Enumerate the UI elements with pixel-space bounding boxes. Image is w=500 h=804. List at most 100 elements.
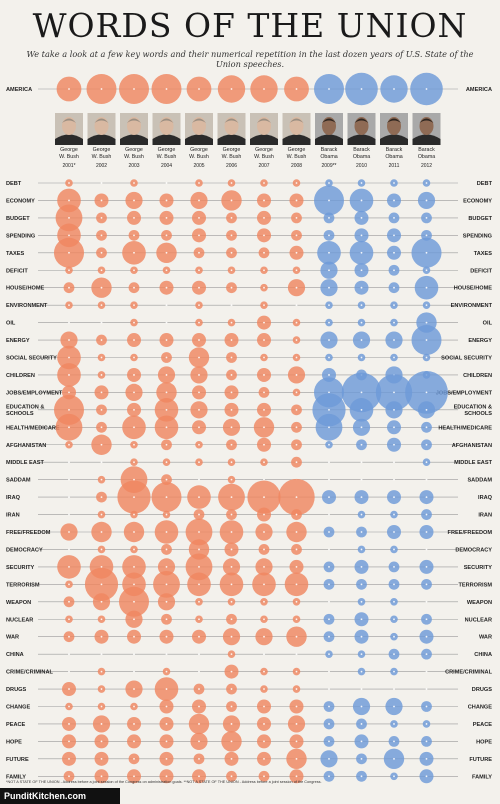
bubble-dot [328, 757, 330, 760]
word-label-right: HOUSE/HOME [454, 286, 492, 292]
bubble-dot [360, 478, 363, 481]
word-label-left: IRAQ [6, 495, 21, 501]
bubble-dot [133, 670, 135, 673]
footnote: *NOT A STATE OF THE UNION - Address befo… [6, 780, 322, 784]
bubble-dot [263, 321, 265, 324]
bubble-dot [393, 426, 395, 429]
bubble-dot [68, 408, 70, 411]
bubble-dot [295, 182, 298, 184]
bubble-dot [230, 356, 233, 359]
bubble-dot [68, 199, 70, 202]
bubble-dot [198, 199, 200, 202]
word-label-right: FREE/FREEDOM [448, 530, 493, 536]
bubble-dot [133, 251, 135, 254]
bubble-dot [263, 269, 265, 272]
bubble-dot [165, 478, 168, 481]
bubble-dot [133, 548, 135, 551]
bubble-dot [360, 182, 363, 184]
word-label-right: WEAPON [467, 600, 492, 606]
bubble-dot [425, 548, 428, 551]
bubble-dot [425, 740, 428, 743]
president-name: Obama [353, 154, 370, 160]
president-name: George [288, 147, 306, 153]
bubble-dot [68, 269, 70, 272]
word-label-left: JOBS/EMPLOYMENT [6, 390, 63, 396]
word-label-left: ENVIRONMENT [6, 303, 48, 309]
bubble-dot [263, 374, 265, 376]
bubble-dot [165, 321, 168, 324]
bubble-dot [230, 286, 233, 289]
word-label-left: SOCIAL SECURITY [6, 356, 57, 362]
bubble-dot [328, 234, 330, 237]
bubble-dot [360, 757, 363, 760]
word-label-right: HOPE [476, 739, 492, 745]
bubble-dot [360, 199, 363, 202]
bubble-dot [393, 600, 395, 603]
bubble-dot [360, 653, 363, 656]
year-label: 2007 [258, 163, 269, 169]
bubble-dot [393, 723, 395, 725]
bubble-dot [295, 566, 298, 568]
bubble-dot [263, 618, 265, 621]
bubble-dot [198, 88, 200, 90]
portrait-suit [185, 134, 213, 145]
word-label-left: CHILDREN [6, 373, 35, 379]
word-label-left: OIL [6, 321, 16, 327]
bubble-dot [393, 740, 395, 743]
bubble-dot [165, 548, 168, 551]
bubble-dot [133, 217, 135, 219]
portrait-suit [380, 134, 408, 145]
bubble-dot [295, 548, 298, 551]
bubble-dot [100, 461, 103, 464]
bubble-dot [165, 635, 168, 638]
bubble-dot [165, 269, 168, 272]
word-label-left: AFGHANISTAN [6, 443, 46, 449]
bubble-dot [263, 688, 265, 690]
bubble-dot [230, 653, 233, 656]
bubble-dot [328, 304, 330, 307]
bubble-dot [425, 88, 428, 90]
bubble-dot [230, 705, 233, 708]
bubble-dot [133, 339, 135, 341]
bubble-dot [360, 531, 363, 533]
president-portrait [185, 113, 213, 145]
bubble-dot [68, 286, 70, 289]
president-portrait [152, 113, 181, 145]
bubble-dot [68, 426, 70, 429]
bubble-dot [133, 723, 135, 725]
word-label-right: SOCIAL SECURITY [441, 356, 492, 362]
bubble-dot [100, 583, 103, 586]
bubble-dot [198, 496, 200, 498]
bubble-dot [198, 304, 200, 307]
bubble-dot [230, 600, 233, 603]
chart-subtitle: We take a look at a few key words and th… [26, 49, 474, 69]
bubble-dot [68, 461, 70, 464]
portrait-suit [347, 134, 376, 145]
bubble-dot [100, 304, 103, 307]
portrait-face [192, 117, 206, 135]
bubble-dot [198, 618, 200, 621]
year-label: 2012 [421, 163, 432, 169]
bubble-dot [68, 391, 70, 394]
bubble-dot [230, 757, 233, 760]
bubble-dot [100, 217, 103, 219]
bubble-dot [100, 670, 103, 673]
bubble-dot [68, 88, 70, 90]
bubble-dot [165, 513, 168, 516]
bubble-dot [425, 426, 428, 429]
bubble-dot [133, 182, 135, 184]
bubble-dot [198, 408, 200, 411]
bubble-dot [393, 321, 395, 324]
president-name: Obama [418, 154, 435, 160]
bubble-dot [230, 461, 233, 464]
brand-logo[interactable]: PunditKitchen.com [0, 788, 120, 804]
bubble-dot [68, 443, 70, 446]
bubble-dot [68, 182, 70, 184]
bubble-dot [393, 705, 395, 708]
bubble-dot [165, 653, 168, 656]
bubble-dot [100, 234, 103, 237]
bubble-dot [230, 566, 233, 568]
word-label-left: DEBT [6, 181, 22, 187]
bubble-dot [165, 757, 168, 760]
bubble-dot [263, 251, 265, 254]
